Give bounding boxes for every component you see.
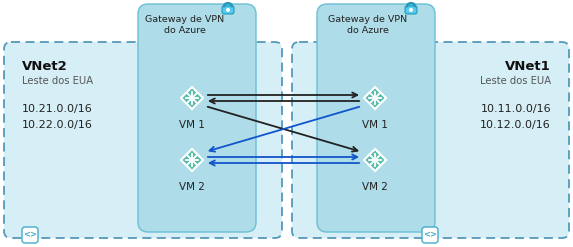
- FancyBboxPatch shape: [4, 42, 282, 238]
- FancyArrowPatch shape: [207, 107, 358, 152]
- FancyBboxPatch shape: [422, 227, 438, 243]
- Text: do Azure: do Azure: [347, 26, 389, 35]
- Text: VNet1: VNet1: [505, 60, 551, 73]
- Text: VM 1: VM 1: [179, 120, 205, 130]
- FancyBboxPatch shape: [222, 6, 234, 14]
- Text: 10.11.0.0/16: 10.11.0.0/16: [480, 104, 551, 114]
- FancyArrowPatch shape: [210, 107, 359, 152]
- Text: <>: <>: [23, 230, 37, 240]
- Text: Gateway de VPN: Gateway de VPN: [328, 15, 407, 24]
- Text: 10.22.0.0/16: 10.22.0.0/16: [22, 120, 93, 130]
- Circle shape: [227, 9, 229, 11]
- Text: 10.12.0.0/16: 10.12.0.0/16: [480, 120, 551, 130]
- Polygon shape: [364, 87, 386, 109]
- FancyBboxPatch shape: [405, 6, 417, 14]
- Text: <>: <>: [423, 230, 437, 240]
- Text: Leste dos EUA: Leste dos EUA: [22, 76, 93, 86]
- Text: VM 2: VM 2: [179, 182, 205, 192]
- Text: 10.21.0.0/16: 10.21.0.0/16: [22, 104, 93, 114]
- FancyArrowPatch shape: [210, 99, 359, 103]
- Text: do Azure: do Azure: [164, 26, 206, 35]
- Text: VM 2: VM 2: [362, 182, 388, 192]
- Text: VNet2: VNet2: [22, 60, 68, 73]
- FancyArrowPatch shape: [208, 155, 357, 160]
- Text: VM 1: VM 1: [362, 120, 388, 130]
- FancyArrowPatch shape: [210, 161, 359, 165]
- Polygon shape: [181, 87, 203, 109]
- FancyBboxPatch shape: [292, 42, 569, 238]
- Text: Leste dos EUA: Leste dos EUA: [480, 76, 551, 86]
- Circle shape: [410, 9, 413, 11]
- Polygon shape: [364, 149, 386, 171]
- Text: Gateway de VPN: Gateway de VPN: [146, 15, 225, 24]
- FancyBboxPatch shape: [22, 227, 38, 243]
- FancyArrowPatch shape: [208, 92, 357, 98]
- FancyBboxPatch shape: [317, 4, 435, 232]
- FancyBboxPatch shape: [138, 4, 256, 232]
- Polygon shape: [181, 149, 203, 171]
